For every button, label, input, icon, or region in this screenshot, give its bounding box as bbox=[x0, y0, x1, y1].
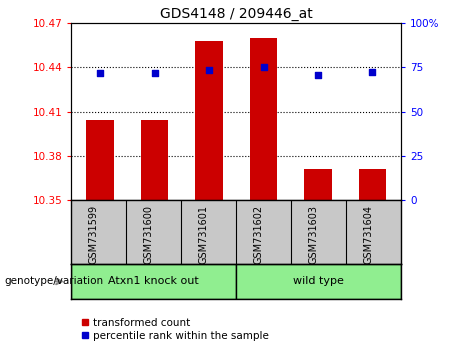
Text: genotype/variation: genotype/variation bbox=[5, 276, 104, 286]
Bar bbox=[236, 264, 401, 299]
Text: GSM731602: GSM731602 bbox=[254, 205, 264, 264]
Legend: transformed count, percentile rank within the sample: transformed count, percentile rank withi… bbox=[77, 314, 273, 345]
Bar bbox=[71, 264, 236, 299]
Text: GSM731600: GSM731600 bbox=[144, 205, 154, 264]
Bar bbox=[141, 120, 168, 200]
Point bbox=[260, 64, 267, 70]
Point bbox=[151, 70, 158, 76]
Bar bbox=[304, 169, 331, 200]
Bar bbox=[250, 38, 277, 200]
Point bbox=[205, 67, 213, 73]
Point bbox=[314, 72, 322, 78]
Bar bbox=[86, 120, 114, 200]
Text: GSM731601: GSM731601 bbox=[199, 205, 209, 264]
Text: wild type: wild type bbox=[293, 276, 344, 286]
Point bbox=[96, 70, 104, 76]
Text: Atxn1 knock out: Atxn1 knock out bbox=[108, 276, 199, 286]
Point bbox=[369, 69, 376, 75]
Text: GSM731603: GSM731603 bbox=[309, 205, 319, 264]
Title: GDS4148 / 209446_at: GDS4148 / 209446_at bbox=[160, 7, 313, 21]
Text: GSM731604: GSM731604 bbox=[364, 205, 373, 264]
Bar bbox=[359, 169, 386, 200]
Text: GSM731599: GSM731599 bbox=[89, 205, 99, 264]
Bar bbox=[195, 41, 223, 200]
